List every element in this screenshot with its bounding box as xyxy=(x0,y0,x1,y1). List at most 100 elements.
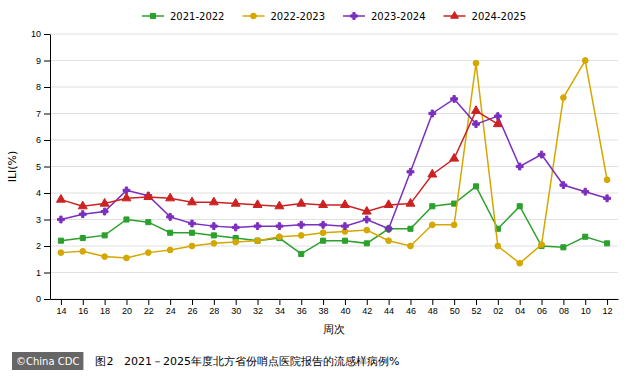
point xyxy=(364,241,369,246)
point xyxy=(188,197,197,205)
y-tick: 4 xyxy=(36,188,50,198)
point xyxy=(189,220,196,227)
y-tick-label: 3 xyxy=(36,215,41,225)
grid xyxy=(50,34,618,299)
x-tick-mark xyxy=(192,299,193,305)
x-tick: 08 xyxy=(559,299,569,316)
x-tick-mark xyxy=(498,299,499,305)
caption: ©China CDC图2 2021－2025年度北方省份哨点医院报告的流感样病例… xyxy=(12,352,399,370)
y-tick-mark xyxy=(44,193,50,194)
y-axis: 012345678910 xyxy=(31,29,51,304)
x-tick: 38 xyxy=(319,299,329,316)
x-tick-mark xyxy=(323,299,324,305)
y-tick: 5 xyxy=(36,162,50,172)
legend-label: 2022-2023 xyxy=(270,11,325,22)
point xyxy=(168,230,173,235)
y-tick-mark xyxy=(44,167,50,168)
point xyxy=(253,200,262,208)
x-axis-line xyxy=(51,299,619,300)
point xyxy=(407,168,414,175)
y-tick-mark xyxy=(44,299,50,300)
point xyxy=(211,240,217,246)
series-line xyxy=(61,61,607,264)
x-tick-label: 34 xyxy=(275,306,285,316)
point xyxy=(124,217,129,222)
point xyxy=(451,222,457,228)
legend-marker xyxy=(451,12,459,19)
point xyxy=(231,198,240,206)
point xyxy=(430,204,435,209)
point xyxy=(364,227,370,233)
point xyxy=(473,184,478,189)
x-tick-label: 18 xyxy=(100,306,110,316)
y-tick-label: 0 xyxy=(36,294,41,304)
y-tick-label: 10 xyxy=(31,29,41,39)
point xyxy=(386,238,392,244)
y-tick-mark xyxy=(44,246,50,247)
point xyxy=(122,193,131,201)
x-tick: 46 xyxy=(406,299,416,316)
x-tick: 36 xyxy=(297,299,307,316)
x-tick: 20 xyxy=(122,299,132,316)
point xyxy=(102,254,108,260)
point xyxy=(384,200,393,208)
x-tick: 50 xyxy=(450,299,460,316)
point xyxy=(450,153,459,161)
chart: 1416182022242628303234363840424446485052… xyxy=(0,0,634,379)
point xyxy=(56,195,65,203)
point xyxy=(363,216,370,223)
series xyxy=(56,106,502,214)
x-tick-mark xyxy=(61,299,62,305)
x-tick-label: 44 xyxy=(384,306,394,316)
x-tick-label: 16 xyxy=(78,306,88,316)
x-tick-label: 02 xyxy=(493,306,503,316)
point xyxy=(298,221,305,228)
point xyxy=(451,96,458,103)
point xyxy=(517,260,523,266)
point xyxy=(145,250,151,256)
x-tick-mark xyxy=(126,299,127,305)
y-tick-label: 4 xyxy=(36,188,41,198)
y-tick: 3 xyxy=(36,215,50,225)
x-tick-mark xyxy=(563,299,564,305)
legend-item: 2022-2023 xyxy=(242,11,325,22)
x-tick-mark xyxy=(520,299,521,305)
point xyxy=(255,238,260,243)
y-tick-label: 9 xyxy=(36,56,41,66)
x-tick-label: 14 xyxy=(56,306,66,316)
grid-line xyxy=(50,299,618,300)
x-tick-label: 40 xyxy=(340,306,350,316)
x-tick-label: 36 xyxy=(297,306,307,316)
y-tick-mark xyxy=(44,273,50,274)
x-tick-mark xyxy=(214,299,215,305)
series xyxy=(58,184,609,257)
y-tick: 0 xyxy=(36,294,50,304)
x-tick-mark xyxy=(476,299,477,305)
x-tick-mark xyxy=(236,299,237,305)
point xyxy=(101,208,108,215)
point xyxy=(429,222,435,228)
x-tick: 02 xyxy=(493,299,503,316)
y-tick: 7 xyxy=(36,109,50,119)
point xyxy=(561,245,566,250)
point xyxy=(58,216,65,223)
grid-line xyxy=(50,113,618,114)
point xyxy=(472,106,481,114)
point xyxy=(102,233,107,238)
point xyxy=(80,236,85,241)
point xyxy=(582,58,588,64)
point xyxy=(299,251,304,256)
x-tick: 48 xyxy=(428,299,438,316)
point xyxy=(583,234,588,239)
point xyxy=(144,192,153,200)
point xyxy=(406,198,415,206)
x-tick-mark xyxy=(542,299,543,305)
series-group xyxy=(56,58,610,266)
x-tick: 52 xyxy=(471,299,481,316)
point xyxy=(605,241,610,246)
point xyxy=(604,177,610,183)
point xyxy=(516,163,523,170)
x-tick-mark xyxy=(389,299,390,305)
series-line xyxy=(61,111,498,212)
plot-area: 1416182022242628303234363840424446485052… xyxy=(6,29,619,336)
